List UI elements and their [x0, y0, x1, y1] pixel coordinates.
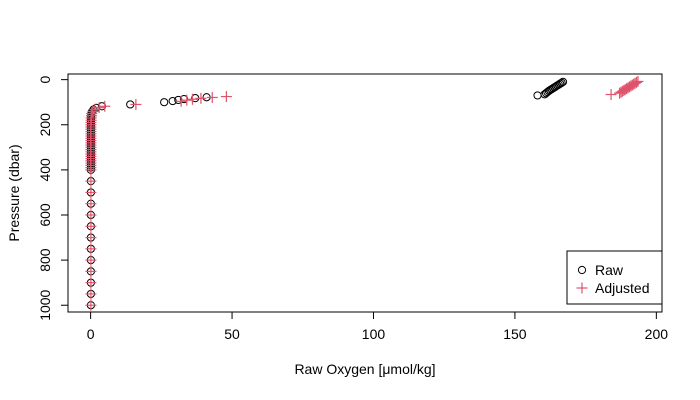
x-axis-title: Raw Oxygen [μmol/kg] [294, 361, 435, 377]
legend-raw-marker [577, 265, 587, 275]
legend-box [566, 250, 663, 305]
adjusted-point [85, 254, 97, 266]
y-tick-label: 400 [37, 158, 53, 182]
adjusted-point [605, 89, 617, 101]
y-tick-label: 800 [37, 248, 53, 272]
adjusted-point [85, 299, 97, 311]
data-points [85, 75, 644, 311]
y-tick-label: 1000 [37, 289, 53, 320]
adjusted-point [85, 175, 97, 187]
adjusted-point [616, 85, 628, 97]
adjusted-point [85, 186, 97, 198]
x-axis: 0 50 100 150 200 [87, 311, 669, 342]
raw-point [543, 87, 552, 97]
x-tick-label: 50 [224, 326, 240, 342]
adjusted-point [206, 91, 218, 103]
adjusted-point [85, 232, 97, 244]
adjusted-point [85, 198, 97, 210]
adjusted-point [220, 91, 232, 103]
adjusted-point [615, 86, 627, 98]
raw-point [541, 89, 551, 98]
adjusted-point [175, 95, 187, 107]
series-raw [86, 77, 568, 310]
legend: Raw Adjusted [566, 250, 663, 305]
y-tick-label: 200 [37, 113, 53, 137]
series-adjusted [85, 75, 644, 311]
adjusted-point [85, 288, 97, 300]
adjusted-point [85, 220, 97, 232]
x-tick-label: 0 [87, 326, 95, 342]
legend-adjusted-marker [576, 282, 588, 294]
adjusted-point [87, 105, 99, 117]
adjusted-point [85, 277, 97, 289]
y-tick-label: 0 [37, 76, 53, 84]
adjusted-point [99, 100, 111, 112]
y-axis-title: Pressure (dbar) [6, 144, 22, 241]
adjusted-point [186, 93, 198, 105]
adjusted-point [85, 265, 97, 277]
raw-point [533, 91, 542, 100]
y-tick-label: 600 [37, 203, 53, 227]
adjusted-point [195, 92, 207, 104]
x-tick-label: 200 [645, 326, 669, 342]
adjusted-point [85, 209, 97, 221]
x-tick-label: 100 [362, 326, 386, 342]
adjusted-point [181, 94, 193, 106]
raw-point [160, 98, 169, 107]
adjusted-point [130, 98, 142, 110]
legend-raw-label: Raw [595, 262, 624, 278]
adjusted-point [614, 87, 626, 99]
legend-adjusted-label: Adjusted [595, 280, 649, 296]
adjusted-point [85, 243, 97, 255]
y-axis: 0 200 400 600 800 1000 [37, 76, 69, 321]
adjusted-point [85, 164, 97, 176]
x-tick-label: 150 [503, 326, 527, 342]
